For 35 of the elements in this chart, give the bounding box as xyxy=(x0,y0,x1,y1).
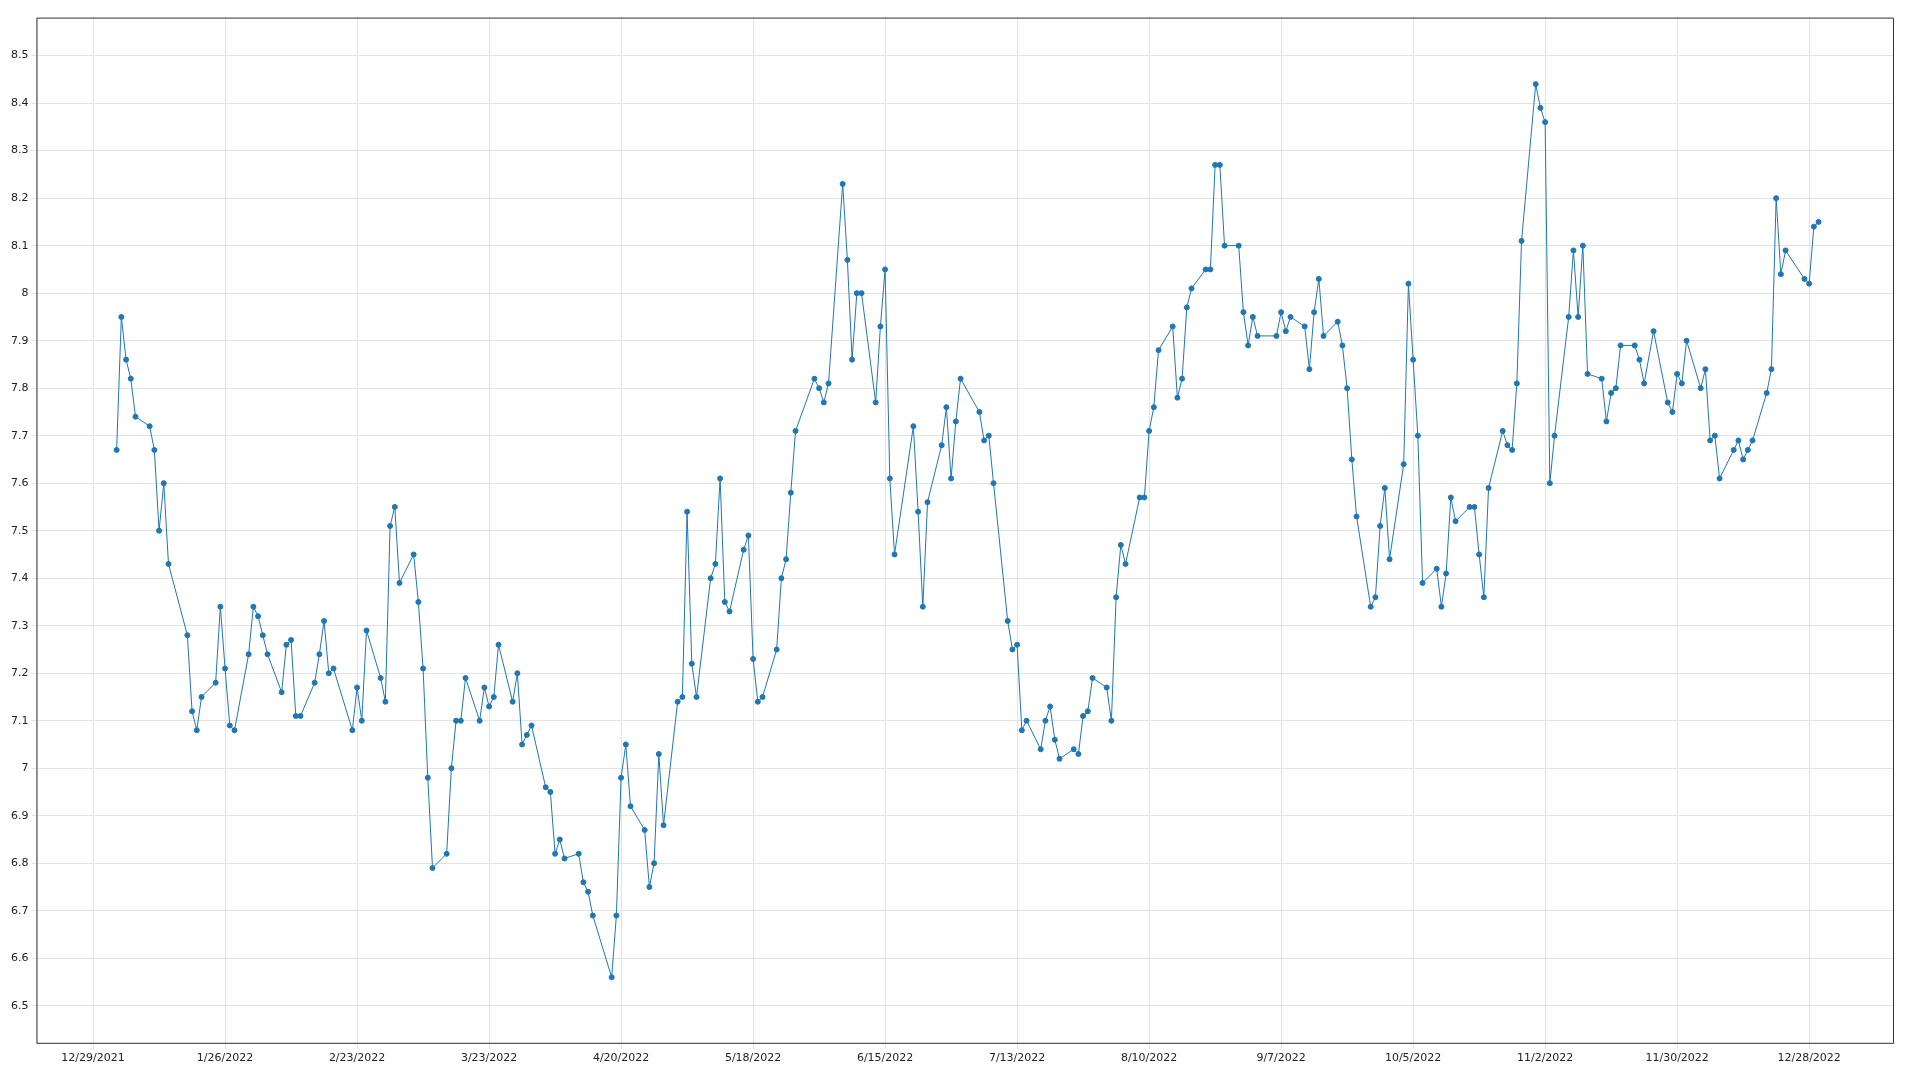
y-tick-label: 7 xyxy=(21,761,29,775)
y-tick-label: 7.1 xyxy=(10,713,29,727)
y-tick-label: 7.2 xyxy=(10,666,29,680)
y-tick-label: 6.5 xyxy=(10,998,29,1012)
y-tick-label: 7.4 xyxy=(10,571,29,585)
y-tick-label: 7.9 xyxy=(10,333,29,347)
y-tick-label: 8.2 xyxy=(10,190,29,204)
y-tick-label: 8.4 xyxy=(10,95,29,109)
x-tick-label: 6/15/2022 xyxy=(856,1051,914,1065)
y-tick-label: 8.5 xyxy=(10,48,29,62)
x-tick-label: 11/2/2022 xyxy=(1516,1051,1574,1065)
x-tick-label: 4/20/2022 xyxy=(592,1051,650,1065)
x-tick-label: 2/23/2022 xyxy=(328,1051,386,1065)
x-tick-label: 7/13/2022 xyxy=(988,1051,1046,1065)
x-tick-label: 9/7/2022 xyxy=(1256,1051,1306,1065)
y-tick-label: 8 xyxy=(21,286,29,300)
y-tick-label: 6.7 xyxy=(10,903,29,917)
y-tick-label: 7.5 xyxy=(10,523,29,537)
x-tick-label: 10/5/2022 xyxy=(1384,1051,1442,1065)
y-tick-label: 7.8 xyxy=(10,381,29,395)
y-tick-label: 7.7 xyxy=(10,428,29,442)
x-tick-label: 8/10/2022 xyxy=(1120,1051,1178,1065)
y-tick-label: 6.8 xyxy=(10,856,29,870)
y-tick-label: 7.3 xyxy=(10,618,29,632)
x-tick-label: 12/29/2021 xyxy=(61,1051,125,1065)
y-tick-label: 6.6 xyxy=(10,951,29,965)
x-tick-label: 5/18/2022 xyxy=(724,1051,782,1065)
y-tick-label: 7.6 xyxy=(10,476,29,490)
y-tick-label: 6.9 xyxy=(10,808,29,822)
x-tick-label: 1/26/2022 xyxy=(196,1051,254,1065)
x-tick-label: 3/23/2022 xyxy=(460,1051,518,1065)
x-tick-label: 12/28/2022 xyxy=(1777,1051,1841,1065)
x-tick-label: 11/30/2022 xyxy=(1645,1051,1709,1065)
y-tick-label: 8.3 xyxy=(10,143,29,157)
y-tick-label: 8.1 xyxy=(10,238,29,252)
